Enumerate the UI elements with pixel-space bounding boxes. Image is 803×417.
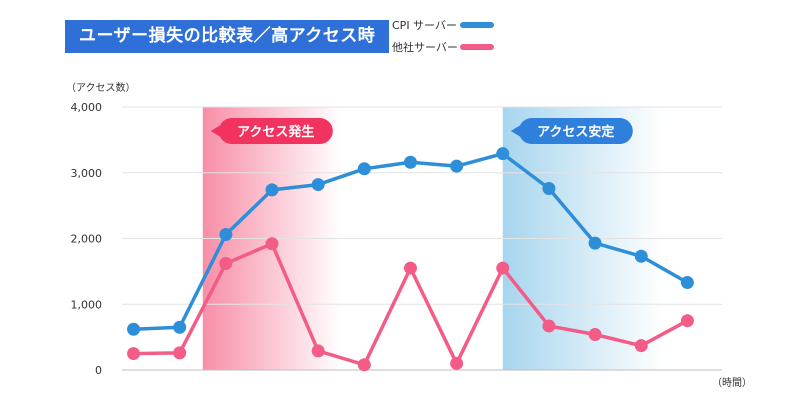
callout-pointer bbox=[510, 125, 521, 137]
callout-pointer bbox=[210, 125, 221, 137]
y-axis-label: （アクセス数） bbox=[66, 81, 136, 94]
callout-access-stable: アクセス安定 bbox=[510, 118, 633, 144]
data-point bbox=[680, 276, 694, 290]
data-point bbox=[357, 162, 371, 176]
data-point bbox=[173, 346, 187, 360]
data-point bbox=[219, 256, 233, 270]
legend-swatch-other bbox=[460, 44, 494, 50]
data-point bbox=[311, 344, 325, 358]
y-tick-label: 0 bbox=[95, 364, 102, 377]
callout-pill bbox=[518, 118, 633, 144]
y-tick-label: 3,000 bbox=[71, 167, 103, 180]
y-tick-label: 2,000 bbox=[71, 233, 103, 246]
data-point bbox=[588, 327, 602, 341]
data-point bbox=[450, 356, 464, 370]
data-point bbox=[542, 319, 556, 333]
data-point bbox=[634, 339, 648, 353]
data-point bbox=[634, 249, 648, 263]
data-point bbox=[588, 236, 602, 250]
data-point bbox=[680, 314, 694, 328]
data-point bbox=[357, 358, 371, 372]
legend-item-other: 他社サーバー bbox=[392, 36, 494, 58]
data-point bbox=[403, 261, 417, 275]
data-point bbox=[127, 347, 141, 361]
data-point bbox=[265, 183, 279, 197]
legend: CPI サーバー 他社サーバー bbox=[392, 14, 494, 58]
data-point bbox=[403, 155, 417, 169]
x-axis-label: （時間） bbox=[712, 377, 752, 389]
data-point bbox=[127, 322, 141, 336]
legend-label-other: 他社サーバー bbox=[392, 41, 458, 54]
data-point bbox=[496, 261, 510, 275]
data-point bbox=[265, 237, 279, 251]
data-point bbox=[173, 320, 187, 334]
legend-label-cpi: CPI サーバー bbox=[392, 19, 457, 32]
callout-label: アクセス発生 bbox=[237, 124, 314, 140]
legend-swatch-cpi bbox=[460, 22, 494, 28]
data-point bbox=[311, 178, 325, 192]
data-point bbox=[496, 147, 510, 161]
callout-pill bbox=[218, 118, 333, 144]
callout-access-spike: アクセス発生 bbox=[210, 118, 333, 144]
data-point bbox=[450, 159, 464, 173]
data-point bbox=[219, 228, 233, 242]
data-point bbox=[542, 182, 556, 196]
y-tick-label: 4,000 bbox=[71, 101, 103, 114]
callout-label: アクセス安定 bbox=[537, 124, 614, 140]
chart-title: ユーザー損失の比較表／高アクセス時 bbox=[65, 20, 390, 53]
y-tick-label: 1,000 bbox=[71, 298, 103, 311]
legend-item-cpi: CPI サーバー bbox=[392, 14, 494, 36]
